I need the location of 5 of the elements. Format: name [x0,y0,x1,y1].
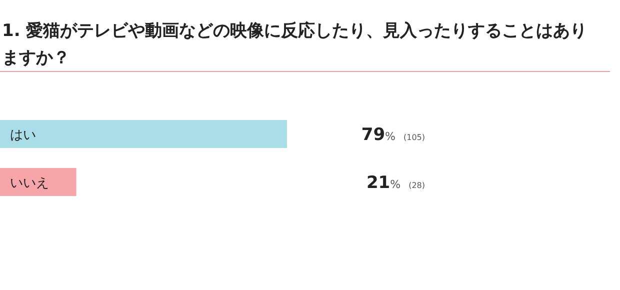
data-label: 21% (28) [366,173,425,193]
chart-title: 1. 愛猫がテレビや動画などの映像に反応したり、見入ったりすることはありますか？ [2,20,588,70]
y-tick-label: いいえ [10,176,49,191]
y-tick-label: はい [10,128,36,143]
data-label: 79% (105) [361,125,425,145]
